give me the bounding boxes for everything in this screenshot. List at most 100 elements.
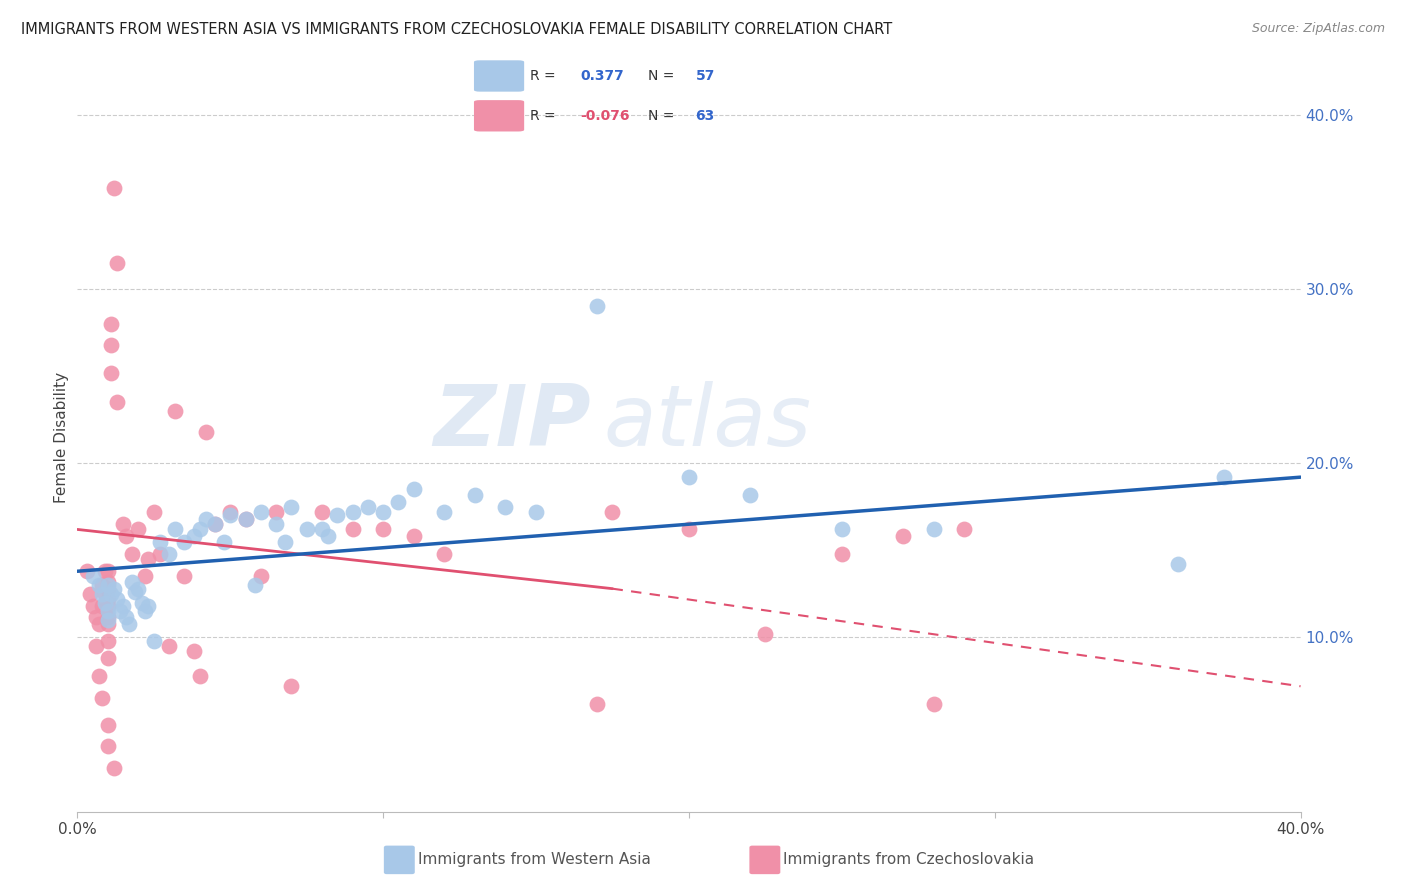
Point [831, 547, 853, 561]
Point [94, 564, 117, 578]
Point [97, 616, 120, 631]
Text: -0.076: -0.076 [581, 109, 630, 123]
Point [1167, 558, 1189, 572]
Point [97, 578, 120, 592]
Point [142, 634, 165, 648]
Point [100, 587, 122, 601]
Point [149, 534, 172, 549]
Point [602, 505, 624, 519]
Point [342, 505, 364, 519]
Text: atlas: atlas [603, 381, 811, 464]
Point [87, 616, 110, 631]
Point [922, 523, 945, 537]
Point [82, 599, 104, 613]
Point [97, 599, 120, 613]
Point [84, 639, 107, 653]
Point [97, 651, 120, 665]
Point [280, 500, 302, 514]
Text: 63: 63 [696, 109, 714, 123]
Point [219, 505, 242, 519]
Text: N =: N = [648, 69, 675, 83]
Point [115, 529, 138, 543]
Point [90, 578, 112, 592]
Point [97, 609, 120, 624]
Point [243, 578, 266, 592]
Point [402, 483, 425, 497]
Point [165, 523, 187, 537]
Point [433, 547, 456, 561]
Point [136, 552, 159, 566]
Text: Source: ZipAtlas.com: Source: ZipAtlas.com [1251, 22, 1385, 36]
Point [173, 534, 195, 549]
Point [953, 523, 976, 537]
Point [100, 317, 122, 331]
Point [433, 505, 456, 519]
Point [118, 616, 141, 631]
Point [295, 523, 318, 537]
Text: ZIP: ZIP [433, 381, 591, 464]
Point [586, 697, 609, 711]
Point [103, 761, 125, 775]
Point [678, 470, 700, 484]
Text: IMMIGRANTS FROM WESTERN ASIA VS IMMIGRANTS FROM CZECHOSLOVAKIA FEMALE DISABILITY: IMMIGRANTS FROM WESTERN ASIA VS IMMIGRAN… [21, 22, 893, 37]
Point [183, 644, 205, 658]
Point [136, 599, 159, 613]
Text: N =: N = [648, 109, 675, 123]
Point [235, 512, 257, 526]
Point [97, 604, 120, 618]
Point [128, 582, 150, 596]
Point [387, 494, 409, 508]
Point [105, 256, 128, 270]
Point [311, 523, 333, 537]
Point [112, 517, 135, 532]
Point [316, 529, 339, 543]
Point [204, 517, 226, 532]
Point [274, 534, 297, 549]
Point [87, 578, 110, 592]
Point [524, 505, 547, 519]
Point [131, 596, 153, 610]
Point [165, 404, 187, 418]
Point [586, 299, 609, 313]
Point [157, 639, 180, 653]
Point [97, 613, 120, 627]
Point [280, 679, 302, 693]
Point [157, 547, 180, 561]
Point [173, 569, 195, 583]
Point [371, 523, 394, 537]
Point [342, 523, 364, 537]
Point [90, 587, 112, 601]
Point [264, 517, 287, 532]
Point [402, 529, 425, 543]
Point [94, 587, 117, 601]
Point [97, 592, 120, 607]
Point [357, 500, 380, 514]
Point [922, 697, 945, 711]
Point [97, 739, 120, 753]
Point [183, 529, 205, 543]
Text: Immigrants from Czechoslovakia: Immigrants from Czechoslovakia [783, 853, 1035, 867]
Point [112, 599, 135, 613]
Point [188, 669, 211, 683]
Point [121, 547, 143, 561]
Text: R =: R = [530, 109, 555, 123]
FancyBboxPatch shape [474, 100, 524, 131]
Point [464, 487, 486, 501]
Point [87, 669, 110, 683]
Point [134, 569, 156, 583]
Point [134, 604, 156, 618]
Text: R =: R = [530, 69, 555, 83]
Point [740, 487, 762, 501]
Point [105, 592, 128, 607]
Point [831, 523, 853, 537]
Point [90, 599, 112, 613]
Point [115, 609, 138, 624]
Point [100, 366, 122, 380]
Point [124, 585, 146, 599]
Point [108, 604, 131, 618]
Point [97, 564, 120, 578]
Point [121, 574, 143, 589]
Text: Immigrants from Western Asia: Immigrants from Western Asia [418, 853, 651, 867]
Text: 57: 57 [696, 69, 714, 83]
Point [250, 505, 273, 519]
